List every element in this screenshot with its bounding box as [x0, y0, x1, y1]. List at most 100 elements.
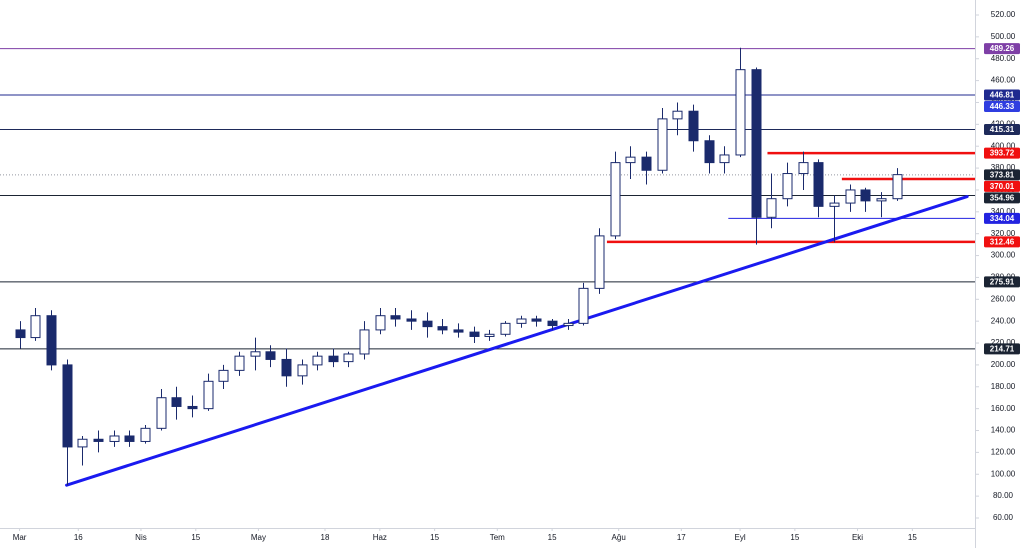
price-tag [984, 89, 1020, 101]
price-tag-label: 393.72 [990, 149, 1015, 158]
y-tick-label: 180.00 [991, 382, 1016, 391]
x-tick-label: Mar [13, 533, 27, 542]
x-tick-label: 15 [908, 533, 917, 542]
price-tag-label: 214.71 [990, 344, 1015, 353]
x-tick-label: 15 [430, 533, 439, 542]
candle-body [406, 318, 417, 322]
candle-body [798, 162, 809, 175]
price-tag-label: 312.46 [990, 238, 1015, 247]
price-tag [984, 101, 1020, 113]
price-tag-label: 275.91 [990, 278, 1015, 287]
x-tick-label: 16 [74, 533, 83, 542]
x-tick-label: May [251, 533, 266, 542]
x-tick-label: 17 [677, 533, 686, 542]
y-tick-label: 220.00 [991, 338, 1016, 347]
candle-body [625, 156, 636, 164]
candle-body [187, 405, 198, 410]
candle-body [860, 189, 871, 202]
candle-body [140, 427, 151, 442]
price-tag [984, 343, 1020, 355]
candle-body [156, 397, 167, 429]
trendline [65, 195, 969, 487]
price-tag-label: 334.04 [990, 214, 1015, 223]
plot-area [0, 47, 975, 487]
price-tag [984, 212, 1020, 224]
candle-body [30, 315, 41, 339]
candle-body [15, 329, 26, 339]
candle-body [93, 438, 104, 442]
candle-body [500, 322, 511, 335]
candle-body [735, 69, 746, 156]
candle-body [516, 318, 527, 324]
x-tick-label: Ağu [612, 533, 626, 542]
candle-body [203, 380, 214, 410]
x-tick-label: 15 [191, 533, 200, 542]
y-tick-label: 80.00 [993, 491, 1014, 500]
price-tag [984, 43, 1020, 55]
candle-body [578, 287, 589, 324]
price-tag [984, 276, 1020, 288]
price-tag-label: 354.96 [990, 193, 1015, 202]
candle-body [234, 355, 245, 371]
y-tick-label: 340.00 [991, 207, 1016, 216]
candle-body [719, 154, 730, 164]
y-tick-label: 100.00 [991, 469, 1016, 478]
candle-body [343, 353, 354, 363]
y-tick-label: 160.00 [991, 404, 1016, 413]
candle-body [281, 358, 292, 377]
candle-body [563, 322, 574, 327]
y-tick-label: 320.00 [991, 229, 1016, 238]
x-tick-label: 15 [548, 533, 557, 542]
candle-body [704, 140, 715, 164]
y-tick-label: 260.00 [991, 294, 1016, 303]
candle-body [892, 174, 903, 200]
y-tick-label: 140.00 [991, 426, 1016, 435]
candle-body [265, 351, 276, 360]
price-tag [984, 147, 1020, 159]
price-tag [984, 192, 1020, 204]
price-tag-label: 373.81 [990, 170, 1015, 179]
candle-body [531, 318, 542, 322]
candle-body [845, 189, 856, 204]
candle-body [641, 156, 652, 171]
candle-body [77, 438, 88, 448]
candle-body [813, 162, 824, 207]
candle-body [657, 118, 668, 171]
y-tick-label: 200.00 [991, 360, 1016, 369]
price-tag-label: 370.01 [990, 182, 1015, 191]
candle-body [328, 355, 339, 363]
price-tag-label: 446.33 [990, 102, 1015, 111]
candle-body [171, 397, 182, 407]
y-tick-label: 420.00 [991, 119, 1016, 128]
candle-body [422, 320, 433, 328]
price-tag-label: 446.81 [990, 91, 1015, 100]
price-tag [984, 236, 1020, 248]
candle-body [547, 320, 558, 327]
candle-body [751, 69, 762, 218]
x-tick-label: 18 [321, 533, 330, 542]
price-tag-label: 489.26 [990, 44, 1015, 53]
candle-body [250, 351, 261, 357]
candle-body [297, 364, 308, 377]
candle-body [218, 369, 229, 382]
price-tags: 489.26 446.81 446.33 415.31 393.72 373.81 370.… [984, 43, 1020, 355]
price-tag [984, 123, 1020, 135]
candle-body [124, 435, 135, 442]
candle-body [610, 162, 621, 237]
candle-body [375, 315, 386, 331]
candle-body [453, 329, 464, 333]
candle-body [359, 329, 370, 355]
x-tick-label: Haz [373, 533, 387, 542]
y-tick-label: 120.00 [991, 447, 1016, 456]
price-tag [984, 169, 1020, 181]
y-tick-label: 480.00 [991, 54, 1016, 63]
y-tick-label: 380.00 [991, 163, 1016, 172]
candle-body [484, 333, 495, 337]
candle-body [782, 173, 793, 200]
x-tick-label: Nis [135, 533, 147, 542]
price-tag [984, 180, 1020, 192]
candle-body [766, 198, 777, 218]
y-tick-label: 500.00 [991, 32, 1016, 41]
